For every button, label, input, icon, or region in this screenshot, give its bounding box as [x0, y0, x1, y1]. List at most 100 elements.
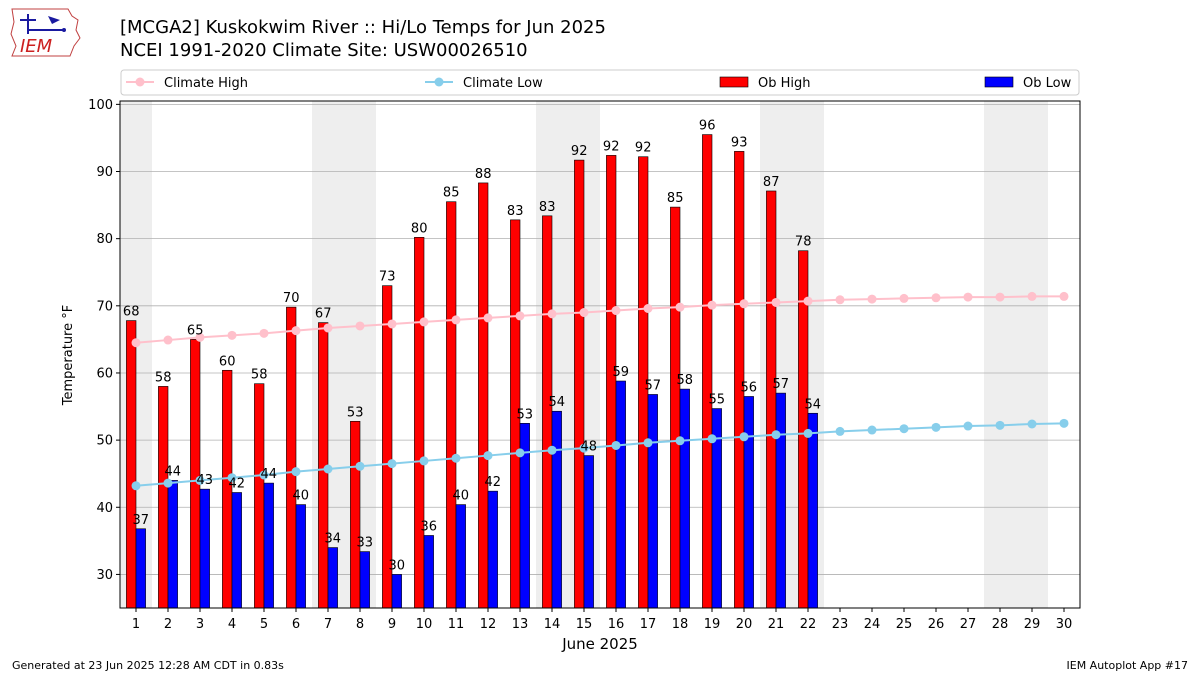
x-tick-label-26: 26 — [928, 617, 945, 632]
x-tick-label-23: 23 — [832, 617, 849, 632]
x-tick-label-18: 18 — [672, 617, 689, 632]
climate-low-point-11 — [451, 453, 461, 463]
weekend-band-5 — [984, 101, 1048, 608]
bars — [126, 134, 818, 609]
x-tick-label-28: 28 — [992, 617, 1009, 632]
climate-high-point-7 — [323, 323, 333, 333]
x-tick-label-3: 3 — [196, 617, 204, 632]
climate-high-point-19 — [707, 300, 717, 310]
ob-high-label-7: 67 — [315, 307, 332, 322]
ob-high-label-10: 80 — [411, 221, 428, 236]
ob-low-label-4: 42 — [229, 476, 246, 491]
climate-low-point-25 — [899, 424, 909, 434]
x-axis: 1 2 3 4 5 6 7 8 9 10 11 12 13 14 15 16 17 18 19 20 21 22 23 24 2… — [132, 608, 1072, 632]
legend-label-ob-high: Ob High — [758, 76, 811, 91]
legend: Climate High Climate Low Ob High Ob Low — [120, 69, 1080, 96]
y-tick-label-70: 70 — [96, 299, 113, 314]
ob-high-label-16: 92 — [603, 139, 620, 154]
ob-low-bar-12 — [487, 490, 498, 609]
ob-low-bar-11 — [455, 504, 466, 609]
y-axis-label: Temperature °F — [61, 305, 76, 406]
x-tick-label-22: 22 — [800, 617, 817, 632]
x-tick-label-21: 21 — [768, 617, 785, 632]
climate-high-point-22 — [803, 296, 813, 306]
x-tick-label-24: 24 — [864, 617, 881, 632]
ob-high-bar-18 — [670, 206, 681, 609]
climate-high-point-3 — [195, 332, 205, 342]
climate-low-point-28 — [995, 420, 1005, 430]
x-tick-label-19: 19 — [704, 617, 721, 632]
y-tick-label-40: 40 — [96, 501, 113, 516]
x-tick-label-29: 29 — [1024, 617, 1041, 632]
ob-low-label-3: 43 — [197, 473, 214, 488]
logo-text: IEM — [20, 36, 53, 57]
climate-high-point-4 — [227, 330, 237, 340]
ob-low-label-1: 37 — [133, 513, 150, 528]
ob-high-label-3: 65 — [187, 323, 204, 338]
climate-high-point-8 — [355, 321, 365, 331]
x-tick-label-10: 10 — [416, 617, 433, 632]
climate-low-point-4 — [227, 473, 237, 483]
legend-box — [120, 69, 1080, 96]
ob-high-label-9: 73 — [379, 270, 396, 285]
app-credit: IEM Autoplot App #17 — [1066, 659, 1189, 672]
ob-high-label-11: 85 — [443, 186, 460, 201]
ob-low-bar-6 — [295, 504, 306, 609]
x-tick-label-16: 16 — [608, 617, 625, 632]
legend-marker-climate-high — [135, 77, 145, 87]
ob-low-bar-15 — [583, 455, 594, 609]
climate-high-point-29 — [1027, 291, 1037, 301]
grid-lines — [120, 103, 1080, 575]
x-tick-label-9: 9 — [388, 617, 396, 632]
ob-low-bar-8 — [359, 551, 370, 609]
ob-low-label-8: 33 — [357, 536, 374, 551]
climate-high-point-17 — [643, 304, 653, 314]
plot-frame — [119, 100, 1081, 609]
y-axis: 30 40 50 60 70 80 90 100 — [88, 98, 120, 583]
ob-low-bar-9 — [391, 574, 402, 609]
legend-label-climate-high: Climate High — [164, 76, 248, 91]
x-axis-label: June 2025 — [561, 635, 638, 653]
ob-low-label-12: 42 — [485, 475, 502, 490]
ob-low-label-7: 34 — [325, 532, 342, 547]
ob-high-bar-16 — [606, 155, 617, 609]
climate-high-point-6 — [291, 326, 301, 336]
iem-logo: IEM — [8, 6, 82, 60]
y-tick-label-80: 80 — [96, 232, 113, 247]
climate-high-point-28 — [995, 292, 1005, 302]
ob-high-label-14: 83 — [539, 200, 556, 215]
ob-low-bar-21 — [775, 392, 786, 609]
climate-low-point-6 — [291, 467, 301, 477]
x-tick-label-1: 1 — [132, 617, 140, 632]
climate-high-point-30 — [1059, 291, 1069, 301]
climate-low-point-29 — [1027, 419, 1037, 429]
climate-low-point-23 — [835, 426, 845, 436]
climate-low-point-9 — [387, 459, 397, 469]
legend-label-climate-low: Climate Low — [463, 76, 543, 91]
ob-low-label-6: 40 — [293, 489, 310, 504]
ob-high-label-6: 70 — [283, 291, 300, 306]
y-tick-label-100: 100 — [88, 98, 113, 113]
ob-low-bar-16 — [615, 380, 626, 609]
ob-low-label-10: 36 — [421, 519, 438, 534]
climate-low-point-20 — [739, 432, 749, 442]
ob-high-label-17: 92 — [635, 141, 652, 156]
ob-high-label-12: 88 — [475, 167, 492, 182]
climate-high-point-26 — [931, 293, 941, 303]
climate-low-point-19 — [707, 434, 717, 444]
climate-high-point-1 — [131, 338, 141, 348]
x-tick-label-27: 27 — [960, 617, 977, 632]
ob-low-bar-1 — [135, 528, 146, 609]
ob-low-label-22: 54 — [805, 397, 822, 412]
ob-high-label-2: 58 — [155, 370, 172, 385]
ob-low-bar-20 — [743, 396, 754, 609]
climate-high-point-16 — [611, 306, 621, 316]
climate-low-point-24 — [867, 425, 877, 435]
climate-low-point-13 — [515, 448, 525, 458]
ob-high-label-19: 96 — [699, 119, 716, 134]
ob-low-label-17: 57 — [645, 378, 662, 393]
climate-low-point-17 — [643, 438, 653, 448]
climate-high-point-25 — [899, 293, 909, 303]
y-tick-label-90: 90 — [96, 165, 113, 180]
ob-low-label-18: 58 — [677, 373, 694, 388]
